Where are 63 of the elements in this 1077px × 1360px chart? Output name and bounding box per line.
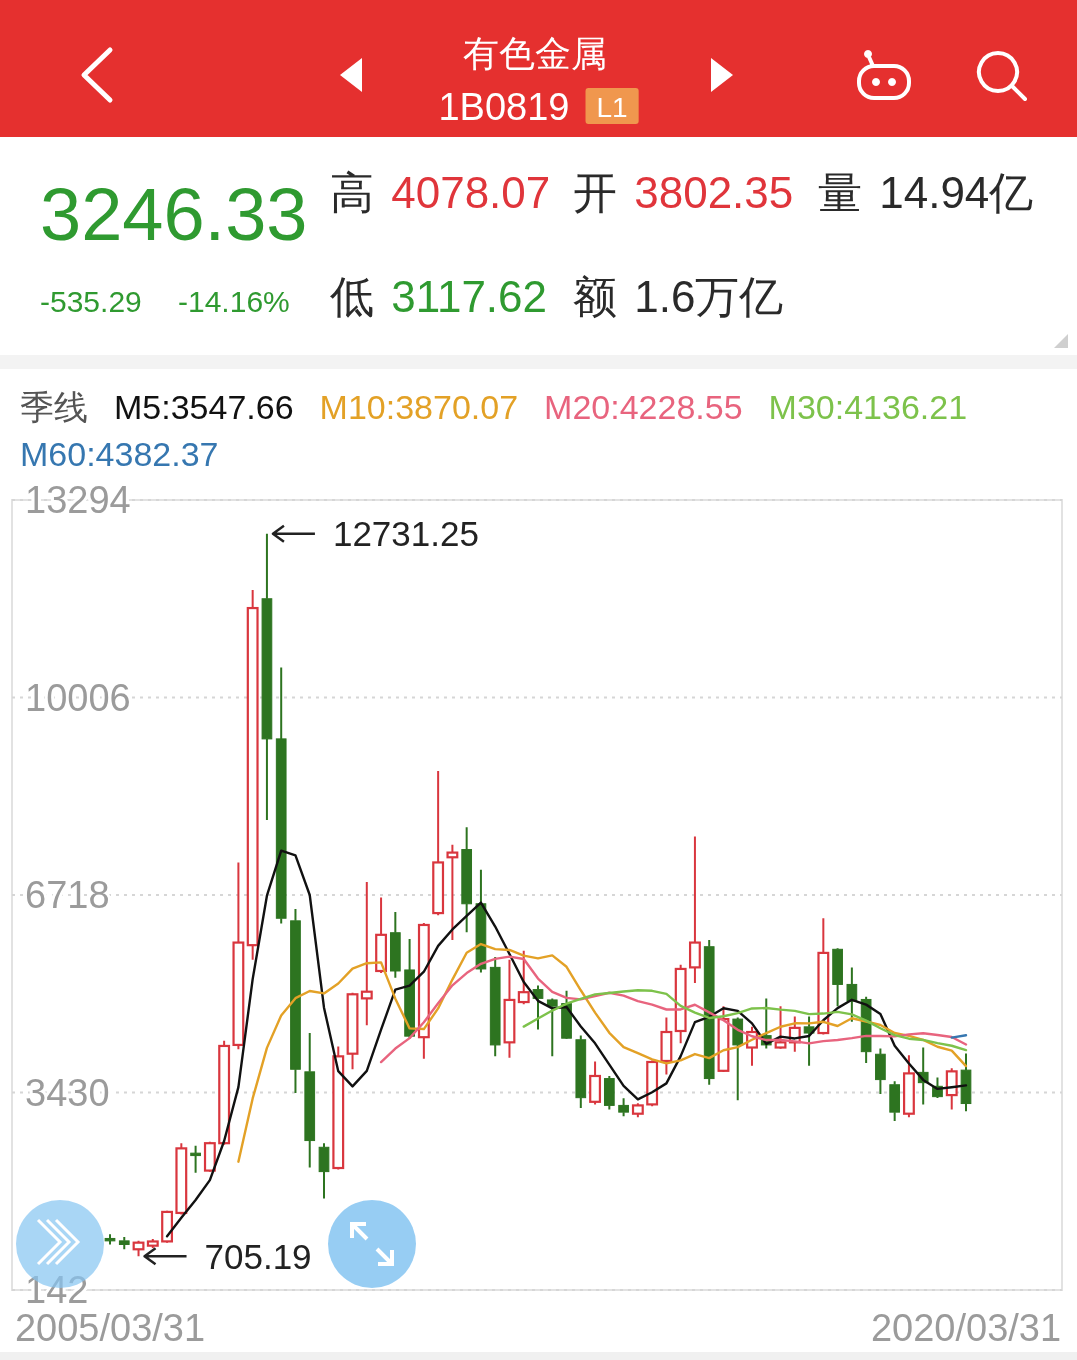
candlestick — [688, 835, 701, 984]
text: 高 4078.07 — [330, 168, 551, 217]
text: -14.16% — [178, 285, 290, 318]
text: M60:4382.37 — [20, 435, 219, 473]
x-tick-label: 2005/03/31 — [14, 1307, 206, 1349]
candlestick — [846, 966, 858, 1023]
candlestick — [517, 949, 530, 1006]
text: L1 — [596, 92, 628, 123]
chart-title: 有色金属 — [463, 33, 607, 74]
text: 开 3802.35 — [573, 168, 794, 217]
text: 量 14.94亿 — [818, 168, 1034, 217]
candlestick — [832, 948, 843, 1008]
text: -535.29 — [40, 285, 142, 318]
text: M10:3870.07 — [319, 388, 519, 426]
candlestick — [945, 1067, 958, 1111]
y-tick-label: 13294 — [25, 479, 131, 521]
candlestick — [432, 769, 445, 917]
candlestick — [503, 958, 516, 1059]
candlestick — [546, 997, 558, 1058]
candlestick — [660, 1016, 673, 1076]
chart-subtitle: 1B0819 — [438, 86, 570, 128]
annotation: 12731.25 — [332, 514, 479, 554]
line-series — [379, 955, 968, 1064]
candlestick — [261, 532, 273, 822]
candlestick — [446, 843, 459, 941]
legend-title: 季线 — [20, 388, 88, 426]
candlestick — [190, 1144, 201, 1174]
text: 3246.33 — [40, 173, 308, 256]
text: M5:3547.66 — [114, 388, 294, 426]
candlestick — [875, 1047, 886, 1096]
candlestick — [532, 984, 544, 1031]
y-tick-label: 3430 — [25, 1071, 110, 1114]
candlestick — [575, 1034, 587, 1109]
x-tick-label: 2020/03/31 — [870, 1307, 1062, 1349]
text: M30:4136.21 — [768, 388, 968, 426]
candlestick — [232, 861, 245, 1051]
y-tick-label: 6718 — [25, 874, 110, 916]
candlestick — [603, 1074, 615, 1111]
candlestick — [489, 956, 501, 1058]
candlestick — [461, 826, 473, 934]
candlestick — [275, 666, 287, 925]
candlestick — [389, 911, 401, 979]
candlestick — [318, 1142, 330, 1200]
text: 低 3117.62 — [330, 272, 548, 321]
candlestick — [290, 908, 301, 1095]
candlestick — [703, 938, 715, 1086]
text: 额 1.6万亿 — [573, 272, 784, 321]
candlestick — [817, 917, 830, 1036]
candlestick — [246, 588, 259, 961]
text: M20:4228.55 — [544, 388, 743, 426]
line-series — [237, 942, 968, 1163]
candlestick — [304, 1032, 316, 1169]
line-series — [522, 989, 968, 1052]
candlestick — [960, 1052, 972, 1113]
candlestick — [375, 896, 388, 974]
y-tick-label: 10006 — [25, 676, 131, 719]
annotation: 705.19 — [204, 1236, 312, 1276]
candlestick — [360, 881, 373, 1027]
candlestick — [902, 1054, 915, 1119]
candlestick — [803, 1015, 815, 1067]
candlestick — [732, 1016, 744, 1102]
candlestick — [774, 1005, 787, 1049]
candlestick — [417, 922, 430, 1060]
